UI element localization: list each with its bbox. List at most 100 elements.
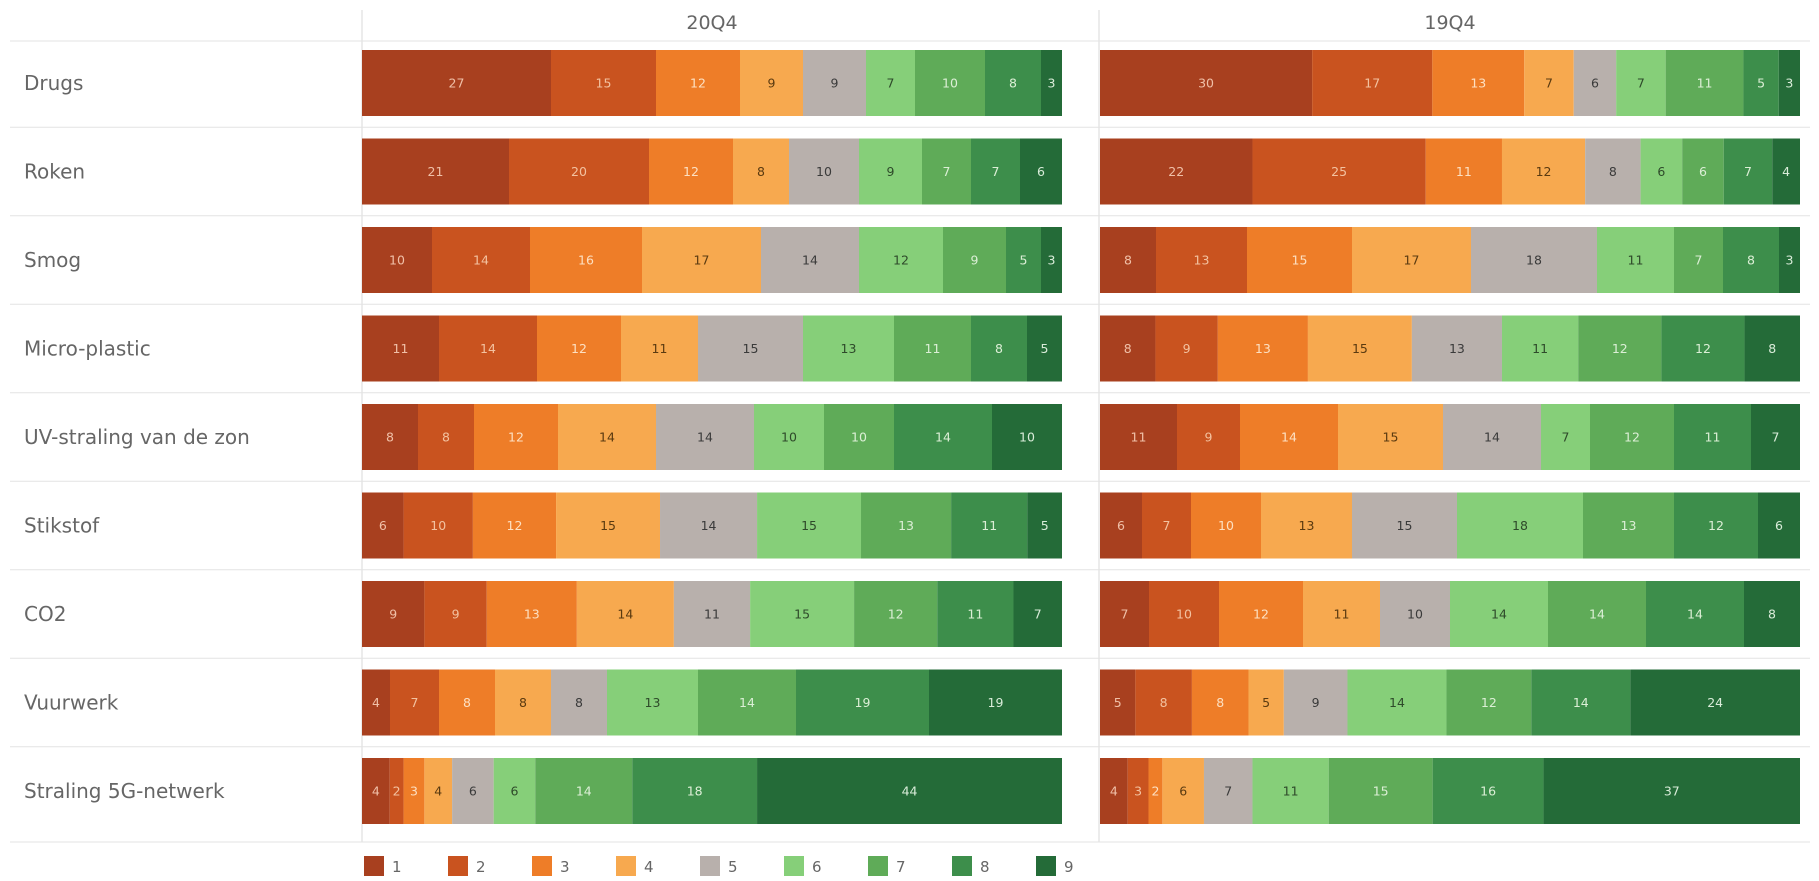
data-label: 7 — [1637, 76, 1645, 91]
data-label: 16 — [578, 253, 594, 268]
data-label: 10 — [1407, 607, 1423, 622]
bar-segment — [486, 581, 577, 647]
data-label: 15 — [794, 607, 810, 622]
bar-segment — [1100, 669, 1136, 736]
data-label: 13 — [1449, 341, 1465, 356]
bar-segment — [1501, 315, 1579, 382]
bar-segment — [1457, 492, 1583, 559]
data-label: 15 — [801, 518, 817, 533]
data-label: 14 — [599, 430, 615, 445]
data-label: 14 — [697, 430, 713, 445]
bar-segment — [1471, 227, 1597, 293]
bar-segment — [733, 138, 789, 205]
bar-segment — [1585, 138, 1641, 205]
data-label: 8 — [519, 695, 527, 710]
data-label: 7 — [1034, 607, 1042, 622]
legend-label: 8 — [980, 858, 990, 876]
data-label: 4 — [1782, 164, 1790, 179]
bar-segment — [915, 50, 985, 116]
data-label: 20 — [571, 164, 587, 179]
data-label: 8 — [386, 430, 394, 445]
bar-segment — [859, 138, 922, 205]
bar-segment — [1177, 404, 1240, 470]
legend-label: 6 — [812, 858, 822, 876]
bar-segment — [929, 669, 1062, 736]
data-label: 6 — [469, 784, 477, 799]
bar-segment — [1751, 404, 1800, 470]
data-label: 12 — [1612, 341, 1628, 356]
data-label: 3 — [1048, 253, 1056, 268]
bar-segment — [1674, 227, 1723, 293]
bar-segment — [859, 227, 943, 293]
data-label: 11 — [1705, 430, 1721, 445]
legend-swatch — [1036, 856, 1056, 876]
data-label: 12 — [1624, 430, 1640, 445]
bar-segment — [1778, 50, 1800, 116]
data-label: 6 — [1699, 164, 1707, 179]
data-label: 14 — [739, 695, 755, 710]
bar-segment — [551, 669, 607, 736]
bar-segment — [556, 492, 661, 559]
data-label: 15 — [596, 76, 612, 91]
data-label: 12 — [507, 518, 523, 533]
bar-segment — [894, 315, 971, 382]
bar-segment — [362, 404, 418, 470]
bar-segment — [1646, 581, 1744, 647]
bar-segment — [1578, 315, 1662, 382]
bar-segment — [1352, 227, 1471, 293]
bar-segment — [1665, 50, 1744, 116]
bar-segment — [740, 50, 803, 116]
bar-segment — [1723, 138, 1773, 205]
data-label: 17 — [1404, 253, 1420, 268]
data-label: 7 — [943, 164, 951, 179]
bar-segment — [390, 669, 439, 736]
data-label: 14 — [935, 430, 951, 445]
bar-segment — [1744, 581, 1800, 647]
bar-segment — [1142, 492, 1191, 559]
bar-segment — [1020, 138, 1062, 205]
bar-segment — [922, 138, 971, 205]
data-label: 14 — [1491, 607, 1507, 622]
data-label: 10 — [430, 518, 446, 533]
data-label: 11 — [1283, 784, 1299, 799]
bar-segment — [1100, 581, 1149, 647]
data-label: 30 — [1198, 76, 1214, 91]
bar-segment — [1303, 581, 1380, 647]
row-label: Roken — [24, 160, 85, 184]
row-label: Micro-plastic — [24, 337, 151, 361]
bar-segment — [474, 404, 558, 470]
data-label: 7 — [1545, 76, 1553, 91]
row-label: Drugs — [24, 71, 83, 95]
data-label: 8 — [1216, 695, 1224, 710]
data-label: 6 — [1657, 164, 1665, 179]
data-label: 3 — [1785, 76, 1793, 91]
data-label: 14 — [802, 253, 818, 268]
bar-segment — [1723, 227, 1779, 293]
bar-segment — [362, 315, 439, 382]
legend-swatch — [364, 856, 384, 876]
bar-segment — [943, 227, 1006, 293]
data-label: 14 — [1589, 607, 1605, 622]
bar-segment — [1100, 492, 1142, 559]
data-label: 14 — [480, 341, 496, 356]
data-label: 11 — [704, 607, 720, 622]
data-label: 7 — [1224, 784, 1232, 799]
bar-segment — [1247, 227, 1352, 293]
data-label: 13 — [1470, 76, 1486, 91]
data-label: 10 — [1176, 607, 1192, 622]
data-label: 11 — [393, 341, 409, 356]
bar-segment — [656, 50, 740, 116]
bar-segment — [1191, 669, 1249, 736]
data-label: 11 — [967, 607, 983, 622]
bar-segment — [1640, 138, 1683, 205]
bar-segment — [761, 227, 859, 293]
bar-segment — [424, 758, 453, 824]
data-label: 3 — [410, 784, 418, 799]
bar-segment — [1432, 50, 1525, 116]
bar-segment — [362, 669, 390, 736]
bar-segment — [1352, 492, 1457, 559]
data-label: 9 — [452, 607, 460, 622]
data-label: 3 — [1048, 76, 1056, 91]
bar-segment — [1674, 492, 1758, 559]
